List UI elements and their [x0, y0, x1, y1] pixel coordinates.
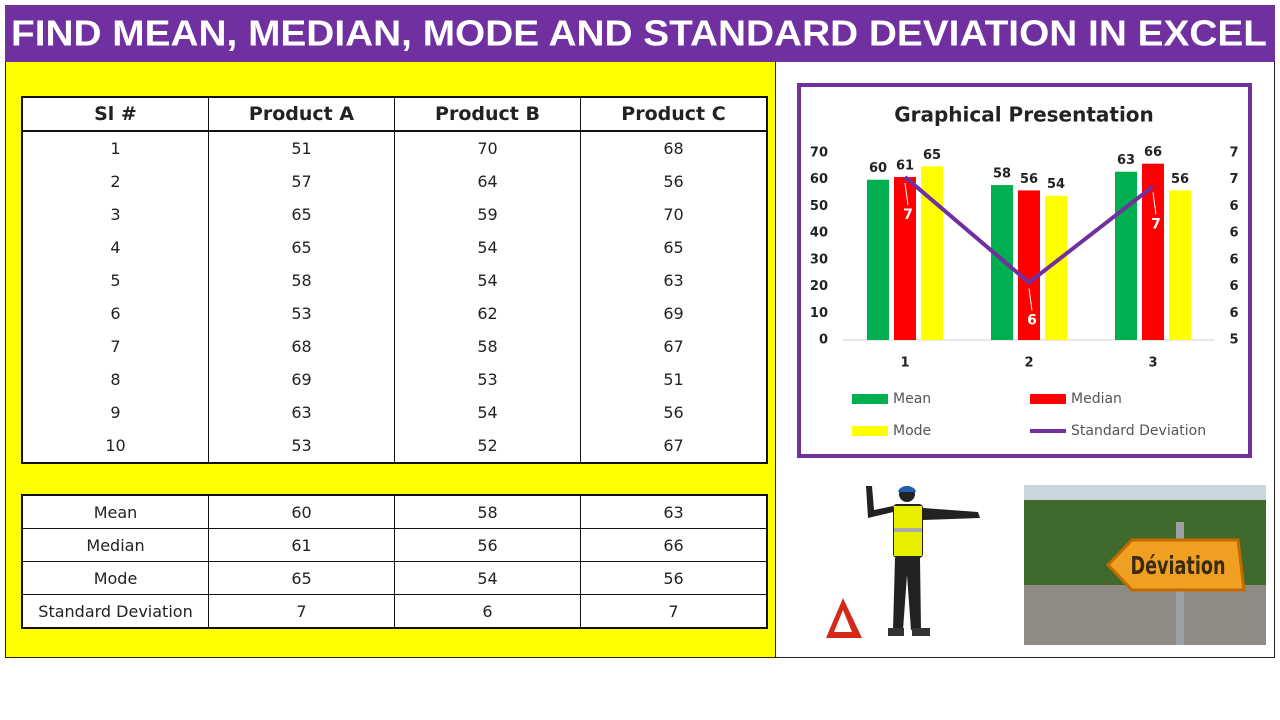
table-cell: 64 — [394, 165, 581, 198]
column-header: Product C — [580, 97, 767, 132]
header-row: Sl # Product A Product B Product C — [21, 97, 767, 132]
summary-cell: 60 — [208, 495, 395, 529]
table-cell: 59 — [394, 198, 581, 231]
table-cell: 4 — [21, 231, 209, 264]
table-cell: 67 — [580, 429, 767, 463]
table-row: 8 69 53 51 — [21, 363, 767, 396]
summary-row: Mean 60 58 63 — [21, 495, 767, 529]
summary-cell: 7 — [208, 594, 395, 629]
table-cell: 53 — [394, 363, 581, 396]
table-cell: 9 — [21, 396, 209, 429]
summary-cell: 61 — [208, 528, 395, 562]
table-cell: 63 — [208, 396, 395, 429]
right-panel — [776, 62, 1275, 658]
table-cell: 63 — [580, 264, 767, 297]
table-row: 5 58 54 63 — [21, 264, 767, 297]
table-cell: 51 — [580, 363, 767, 396]
table-row: 7 68 58 67 — [21, 330, 767, 363]
summary-cell: 65 — [208, 561, 395, 595]
table-cell: 65 — [580, 231, 767, 264]
summary-cell: Standard Deviation — [21, 594, 209, 629]
summary-row: Median 61 56 66 — [21, 528, 767, 562]
page-title: FIND MEAN, MEDIAN, MODE AND STANDARD DEV… — [11, 13, 1267, 54]
table-cell: 7 — [21, 330, 209, 363]
summary-cell: 54 — [394, 561, 581, 595]
table-cell: 2 — [21, 165, 209, 198]
table-row: 10 53 52 67 — [21, 429, 767, 463]
table-cell: 67 — [580, 330, 767, 363]
table-row: 4 65 54 65 — [21, 231, 767, 264]
table-row: 2 57 64 56 — [21, 165, 767, 198]
table-cell: 56 — [580, 396, 767, 429]
table-cell: 3 — [21, 198, 209, 231]
table-cell: 52 — [394, 429, 581, 463]
table-row: 6 53 62 69 — [21, 297, 767, 330]
table-cell: 53 — [208, 429, 395, 463]
column-header: Product A — [208, 97, 395, 132]
column-header: Product B — [394, 97, 581, 132]
table-cell: 5 — [21, 264, 209, 297]
table-cell: 54 — [394, 396, 581, 429]
table-cell: 54 — [394, 264, 581, 297]
table-cell: 68 — [580, 131, 767, 165]
table-cell: 65 — [208, 198, 395, 231]
table-cell: 68 — [208, 330, 395, 363]
table-cell: 10 — [21, 429, 209, 463]
table-cell: 58 — [208, 264, 395, 297]
summary-cell: Mode — [21, 561, 209, 595]
summary-table: Mean 60 58 63 Median 61 56 66 Mode 65 54 56 Standard… — [21, 494, 768, 629]
table-cell: 6 — [21, 297, 209, 330]
table-row: 1 51 70 68 — [21, 131, 767, 165]
summary-cell: 7 — [580, 594, 767, 629]
table-cell: 57 — [208, 165, 395, 198]
summary-cell: 6 — [394, 594, 581, 629]
summary-cell: 63 — [580, 495, 767, 529]
table-cell: 58 — [394, 330, 581, 363]
data-table: Sl # Product A Product B Product C 1 51 70 68 2 5… — [21, 96, 768, 464]
table-cell: 65 — [208, 231, 395, 264]
table-cell: 70 — [394, 131, 581, 165]
table-cell: 53 — [208, 297, 395, 330]
table-cell: 51 — [208, 131, 395, 165]
table-cell: 70 — [580, 198, 767, 231]
title-bar: FIND MEAN, MEDIAN, MODE AND STANDARD DEV… — [5, 5, 1275, 62]
table-cell: 1 — [21, 131, 209, 165]
column-header: Sl # — [21, 97, 209, 132]
summary-cell: 56 — [580, 561, 767, 595]
table-row: 9 63 54 56 — [21, 396, 767, 429]
table-cell: 8 — [21, 363, 209, 396]
table-cell: 54 — [394, 231, 581, 264]
table-cell: 56 — [580, 165, 767, 198]
summary-cell: 56 — [394, 528, 581, 562]
summary-cell: Mean — [21, 495, 209, 529]
table-cell: 69 — [208, 363, 395, 396]
table-cell: 69 — [580, 297, 767, 330]
table-cell: 62 — [394, 297, 581, 330]
summary-cell: Median — [21, 528, 209, 562]
table-row: 3 65 59 70 — [21, 198, 767, 231]
summary-cell: 58 — [394, 495, 581, 529]
summary-cell: 66 — [580, 528, 767, 562]
summary-row: Mode 65 54 56 — [21, 561, 767, 595]
summary-row: Standard Deviation 7 6 7 — [21, 594, 767, 629]
